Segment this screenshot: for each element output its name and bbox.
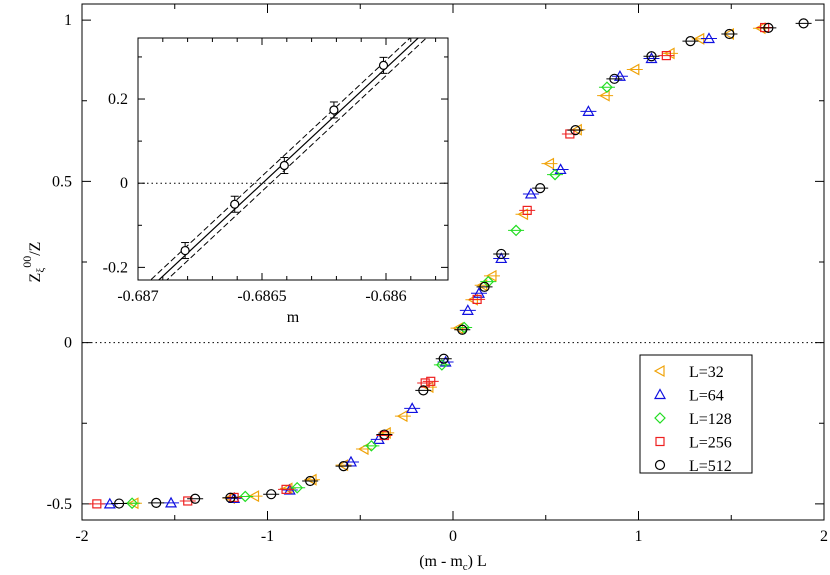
main-data-points (88, 18, 812, 510)
data-point-l-32 (357, 443, 369, 456)
data-point-l-128 (601, 81, 613, 94)
data-point-l-128 (291, 481, 304, 494)
data-point-l-256 (661, 50, 671, 61)
data-point-l-128 (510, 224, 522, 237)
inset-data-point (279, 160, 289, 171)
data-point-l-512 (798, 18, 809, 29)
data-point-l-512 (724, 28, 735, 40)
x-tick-label: 2 (820, 528, 828, 545)
data-point-l-32 (396, 410, 408, 423)
inset-y-tick-label: 0 (120, 175, 128, 192)
data-point-l-512 (305, 475, 316, 487)
data-point-l-32 (422, 381, 434, 394)
data-point-l-512 (151, 497, 162, 509)
legend-marker-l-256 (655, 436, 665, 447)
inset-data-points (180, 56, 389, 260)
inset-x-tick-label: -0.686 (365, 288, 406, 305)
legend-marker-l-512 (654, 459, 666, 471)
data-point-l-128 (365, 439, 378, 452)
inset-y-tick-label: -0.2 (103, 259, 128, 276)
data-point-l-512 (496, 248, 507, 260)
data-point-l-64 (645, 52, 658, 64)
data-point-l-512 (113, 498, 125, 509)
x-axis-label: (m - mc) L (419, 553, 487, 573)
data-point-l-512 (479, 281, 490, 292)
inset-data-point (329, 105, 339, 115)
x-tick-label: -1 (261, 528, 274, 545)
data-point-l-512 (570, 124, 581, 136)
data-point-l-256 (281, 484, 291, 494)
legend-label-l-64: L=64 (689, 388, 724, 405)
x-tick-label: 1 (635, 528, 643, 545)
data-point-l-64 (461, 304, 474, 315)
fit-band-line (166, 38, 428, 280)
data-point-l-32 (248, 490, 260, 503)
inset-x-tick-label: -0.6865 (237, 288, 286, 305)
main-axis-ticks: -2 -1 0 1 2 -0.5 0 0.5 1 (47, 4, 828, 545)
data-point-l-512 (609, 73, 620, 84)
data-point-l-512 (457, 324, 468, 335)
legend-marker-l-128 (654, 412, 666, 424)
inset-data-point (378, 60, 389, 70)
data-point-l-256 (472, 294, 482, 305)
inset-frame (137, 37, 449, 281)
legend-label-l-128: L=128 (689, 411, 732, 428)
data-point-l-512 (646, 51, 657, 62)
data-point-l-64 (554, 163, 567, 175)
data-point-l-32 (543, 157, 555, 170)
y-tick-label: -0.5 (47, 496, 72, 513)
data-point-l-32 (628, 63, 640, 76)
fit-band-line (149, 38, 411, 280)
data-point-l-512 (379, 429, 390, 440)
data-point-l-64 (702, 32, 716, 44)
data-point-l-512 (338, 461, 349, 472)
inset-x-tick-label: -0.687 (117, 288, 158, 305)
data-point-l-128 (239, 490, 252, 503)
data-point-l-512 (190, 493, 201, 504)
data-point-l-32 (485, 269, 497, 282)
data-point-l-256 (522, 205, 532, 215)
inset-data-point (180, 245, 190, 256)
x-tick-label: -2 (75, 528, 88, 545)
data-point-l-64 (524, 187, 537, 199)
y-axis-label: Zξ00/Z (20, 242, 47, 283)
data-point-l-256 (92, 499, 102, 509)
legend-marker-l-64 (653, 388, 667, 400)
data-point-l-512 (266, 489, 277, 500)
inset-y-tick-label: 0.2 (108, 91, 128, 108)
data-point-l-64 (165, 496, 178, 508)
x-tick-label: 0 (449, 528, 457, 545)
legend: L=32 L=64 L=128 L=256 L=512 (653, 364, 732, 475)
legend-label-l-32: L=32 (689, 364, 724, 381)
data-point-l-512 (438, 353, 449, 364)
data-point-l-64 (372, 433, 385, 444)
data-point-l-512 (685, 35, 696, 47)
data-point-l-128 (549, 168, 561, 181)
y-tick-label: 0 (64, 335, 72, 352)
data-point-l-64 (582, 105, 595, 116)
inset-data-point (230, 199, 240, 209)
data-point-l-128 (126, 497, 138, 510)
inset-x-axis-label: m (287, 309, 300, 326)
data-point-l-512 (418, 385, 429, 396)
y-tick-label: 0.5 (52, 173, 72, 190)
data-point-l-256 (420, 378, 430, 388)
legend-marker-l-32 (653, 364, 665, 378)
legend-label-l-512: L=512 (689, 458, 732, 475)
inset-axis-ticks: -0.687 -0.6865 -0.686 -0.2 0 0.2 (103, 38, 448, 305)
data-point-l-32 (598, 89, 610, 102)
data-point-l-512 (535, 183, 546, 194)
data-point-l-256 (426, 376, 436, 386)
y-tick-label: 1 (64, 12, 72, 29)
data-point-l-512 (225, 492, 236, 503)
legend-label-l-256: L=256 (689, 435, 732, 452)
data-point-l-64 (472, 287, 485, 298)
data-point-l-512 (763, 22, 774, 33)
data-point-l-64 (406, 402, 419, 414)
